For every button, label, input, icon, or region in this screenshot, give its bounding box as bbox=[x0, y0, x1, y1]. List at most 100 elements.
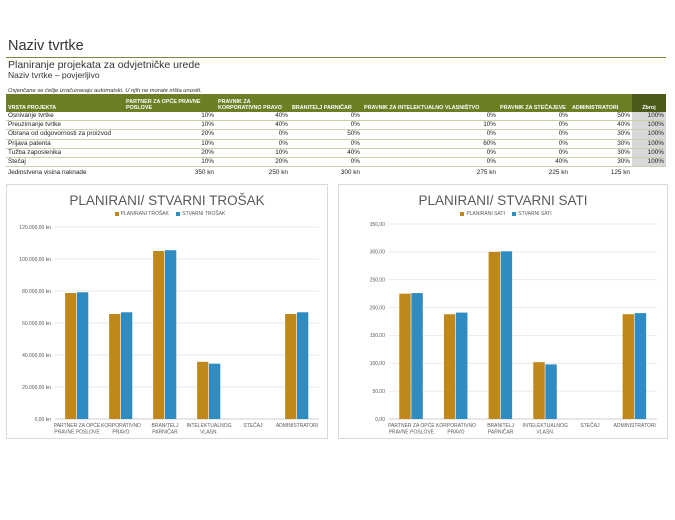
actual-bar bbox=[77, 292, 89, 419]
legend-actual-swatch bbox=[512, 211, 517, 216]
row-total-cell[interactable]: 100% bbox=[632, 112, 666, 122]
percent-cell[interactable]: 0% bbox=[290, 139, 362, 149]
col-header[interactable]: VRSTA PROJEKTA bbox=[6, 94, 124, 112]
actual-bar bbox=[297, 312, 309, 419]
table-row: Stečaj 10% 20% 0% 0% 40% 30% 100% bbox=[6, 157, 666, 168]
percent-cell[interactable]: 0% bbox=[290, 157, 362, 168]
rate-cell[interactable]: 250 kn bbox=[268, 169, 288, 177]
percent-cell[interactable]: 0% bbox=[498, 120, 570, 131]
percent-cell[interactable]: 0% bbox=[498, 148, 570, 159]
percent-cell[interactable]: 40% bbox=[216, 120, 290, 131]
percent-cell[interactable]: 60% bbox=[362, 139, 498, 149]
x-tick-label: ADMINISTRATORI bbox=[276, 423, 318, 429]
percent-cell[interactable]: 10% bbox=[124, 120, 216, 131]
confidential-label: Naziv tvrtke – povjerljivo bbox=[8, 70, 100, 80]
row-total-cell[interactable]: 100% bbox=[632, 157, 666, 168]
percent-cell[interactable]: 30% bbox=[570, 148, 632, 159]
percent-cell[interactable]: 0% bbox=[498, 112, 570, 122]
rate-cell[interactable]: 350 kn bbox=[194, 169, 214, 177]
hours-chart[interactable]: PLANIRANI/ STVARNI SATI PLANIRANI SATI S… bbox=[338, 184, 668, 439]
percent-cell[interactable]: 0% bbox=[498, 129, 570, 140]
percent-cell[interactable]: 50% bbox=[290, 129, 362, 140]
x-tick-label: KORPORATIVNO bbox=[436, 423, 476, 429]
y-tick-label: 50,00 bbox=[372, 389, 385, 395]
x-tick-label: PARNIČAR bbox=[152, 429, 178, 436]
percent-cell[interactable]: 40% bbox=[498, 157, 570, 168]
row-total-cell[interactable]: 100% bbox=[632, 139, 666, 149]
percent-cell[interactable]: 0% bbox=[216, 129, 290, 140]
col-header[interactable]: BRANITELJ PARNIČAR bbox=[290, 94, 362, 112]
planned-bar bbox=[197, 361, 209, 419]
percent-cell[interactable]: 0% bbox=[290, 112, 362, 122]
x-tick-label: INTELEKTUALNOG bbox=[186, 423, 231, 429]
legend-planned: PLANIRANI SATI bbox=[466, 211, 505, 217]
rate-cell[interactable]: 125 kn bbox=[610, 169, 630, 177]
percent-cell[interactable]: 0% bbox=[362, 112, 498, 122]
actual-bar bbox=[165, 250, 177, 419]
percent-cell[interactable]: 0% bbox=[498, 139, 570, 149]
row-total-cell[interactable]: 100% bbox=[632, 148, 666, 159]
project-type-cell[interactable]: Stečaj bbox=[6, 157, 124, 168]
col-header[interactable]: PRAVNIK ZA INTELEKTUALNO VLASNIŠTVO bbox=[362, 94, 498, 112]
legend-planned: PLANIRANI TROŠAK bbox=[120, 211, 169, 217]
col-header-total[interactable]: Zbroj bbox=[632, 94, 666, 112]
percent-cell[interactable]: 30% bbox=[570, 157, 632, 168]
row-total-cell[interactable]: 100% bbox=[632, 120, 666, 131]
percent-cell[interactable]: 40% bbox=[570, 120, 632, 131]
percent-cell[interactable]: 0% bbox=[362, 129, 498, 140]
percent-cell[interactable]: 10% bbox=[124, 112, 216, 122]
percent-cell[interactable]: 0% bbox=[290, 120, 362, 131]
percent-cell[interactable]: 30% bbox=[570, 139, 632, 149]
empty-cell bbox=[632, 167, 666, 179]
percent-cell[interactable]: 20% bbox=[124, 129, 216, 140]
percent-cell[interactable]: 50% bbox=[570, 112, 632, 122]
project-type-cell[interactable]: Prijava patenta bbox=[6, 139, 124, 149]
percent-cell[interactable]: 10% bbox=[362, 120, 498, 131]
col-header[interactable]: PRAVNIK ZA STEČAJEVE bbox=[498, 94, 570, 112]
percent-cell[interactable]: 20% bbox=[216, 157, 290, 168]
actual-bar bbox=[209, 363, 221, 419]
rate-cell[interactable]: 225 kn bbox=[548, 169, 568, 177]
x-tick-label: PARTNER ZA OPĆE bbox=[388, 422, 435, 429]
table-row: Prijava patenta 10% 0% 0% 60% 0% 30% 100% bbox=[6, 139, 666, 149]
planned-bar bbox=[109, 314, 121, 419]
percent-cell[interactable]: 10% bbox=[124, 139, 216, 149]
rate-row: Jedinstvena visina naknade 350 kn 250 kn 30… bbox=[6, 167, 666, 179]
percent-cell[interactable]: 30% bbox=[570, 129, 632, 140]
title-divider bbox=[6, 57, 666, 58]
percent-cell[interactable]: 10% bbox=[124, 157, 216, 168]
legend-planned-swatch bbox=[114, 211, 119, 216]
project-type-cell[interactable]: Preuzimanje tvrtke bbox=[6, 120, 124, 131]
project-type-cell[interactable]: Osnivanje tvrtke bbox=[6, 112, 124, 122]
col-header[interactable]: PARTNER ZA OPĆE PRAVNE POSLOVE bbox=[124, 94, 216, 112]
legend-actual-swatch bbox=[176, 211, 181, 216]
instructions-note: Osjenčane se ćelije izračunavaju automat… bbox=[8, 88, 202, 94]
x-tick-label: PRAVNE POSLOVE bbox=[389, 430, 435, 436]
col-header[interactable]: ADMINISTRATORI bbox=[570, 94, 632, 112]
y-tick-label: 80.000,00 kn bbox=[22, 289, 51, 295]
rate-label: Jedinstvena visina naknade bbox=[8, 169, 87, 177]
legend-actual: STVARNI TROŠAK bbox=[182, 211, 226, 217]
planned-bar bbox=[65, 293, 77, 419]
project-type-cell[interactable]: Obrana od odgovornosti za proizvod bbox=[6, 129, 124, 140]
x-tick-label: PARNIČAR bbox=[488, 429, 514, 436]
x-tick-label: PRAVNE POSLOVE bbox=[54, 430, 100, 436]
col-header[interactable]: PRAVNIK ZA KORPORATIVNO PRAVO bbox=[216, 94, 290, 112]
percent-cell[interactable]: 0% bbox=[216, 139, 290, 149]
cost-chart[interactable]: PLANIRANI/ STVARNI TROŠAK PLANIRANI TROŠ… bbox=[6, 184, 328, 439]
rate-cell[interactable]: 275 kn bbox=[476, 169, 496, 177]
percent-cell[interactable]: 20% bbox=[124, 148, 216, 159]
percent-cell[interactable]: 0% bbox=[362, 157, 498, 168]
y-tick-label: 200,00 bbox=[370, 305, 386, 311]
project-type-cell[interactable]: Tužba zaposlenika bbox=[6, 148, 124, 159]
percent-cell[interactable]: 40% bbox=[216, 112, 290, 122]
hours-chart-plot: 0,00 50,00 100,00 150,00 200,00 250,00 300,00 3… bbox=[370, 222, 657, 436]
planned-bar bbox=[399, 293, 411, 419]
percent-cell[interactable]: 40% bbox=[290, 148, 362, 159]
percent-cell[interactable]: 10% bbox=[216, 148, 290, 159]
table-header-row: VRSTA PROJEKTA PARTNER ZA OPĆE PRAVNE PO… bbox=[6, 94, 666, 112]
row-total-cell[interactable]: 100% bbox=[632, 129, 666, 140]
percent-cell[interactable]: 0% bbox=[362, 148, 498, 159]
x-tick-label: STEČAJ bbox=[243, 422, 263, 429]
rate-cell[interactable]: 300 kn bbox=[340, 169, 360, 177]
